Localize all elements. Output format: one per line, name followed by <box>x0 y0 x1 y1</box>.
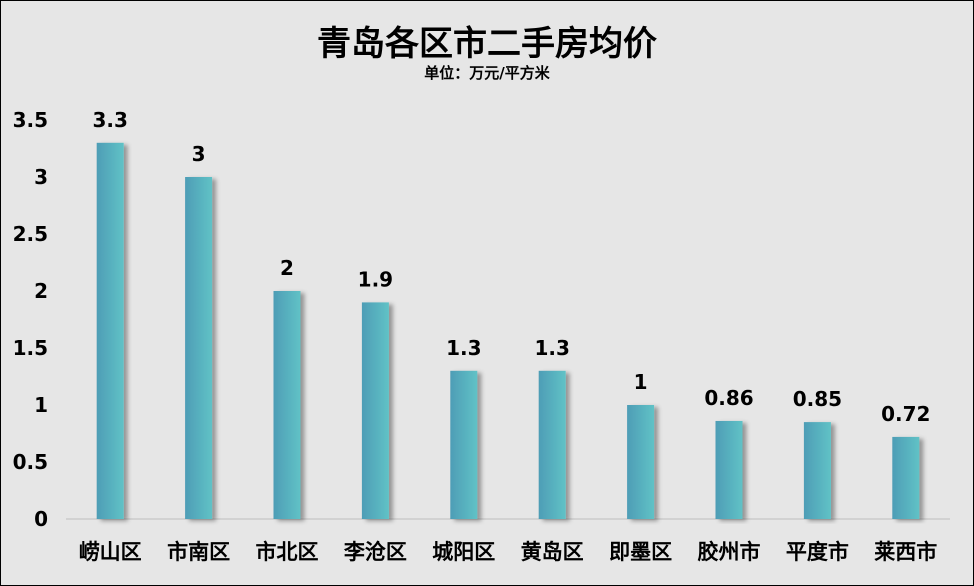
y-tick-label: 1.5 <box>13 336 48 360</box>
chart-subtitle: 单位：万元/平方米 <box>424 64 550 82</box>
bar <box>185 177 213 519</box>
bar <box>715 420 743 519</box>
x-tick-label: 崂山区 <box>79 540 142 564</box>
x-tick-label: 城阳区 <box>432 540 495 564</box>
data-label: 3 <box>192 142 206 166</box>
x-tick-label: 李沧区 <box>343 540 407 564</box>
data-label: 2 <box>280 256 294 280</box>
data-label: 1.3 <box>534 336 569 360</box>
data-label: 0.85 <box>793 387 842 411</box>
x-tick-label: 莱西市 <box>874 540 937 564</box>
data-label: 1.3 <box>446 336 481 360</box>
bar <box>450 370 478 519</box>
bar <box>96 142 124 520</box>
y-tick-label: 3 <box>34 165 48 189</box>
x-tick-label: 市南区 <box>167 540 230 564</box>
x-tick-label: 黄岛区 <box>521 540 584 564</box>
y-tick-label: 2 <box>34 279 48 303</box>
bar <box>538 370 566 519</box>
bar <box>892 436 920 519</box>
x-tick-label: 市北区 <box>256 540 319 564</box>
chart-title: 青岛各区市二手房均价 <box>317 24 657 64</box>
y-tick-label: 0 <box>34 507 48 531</box>
y-tick-label: 0.5 <box>13 450 48 474</box>
data-label: 1 <box>634 370 648 394</box>
x-tick-label: 即墨区 <box>609 540 672 564</box>
y-tick-label: 1 <box>34 393 48 417</box>
x-tick-label: 平度市 <box>786 540 849 564</box>
bar <box>273 291 301 519</box>
y-tick-label: 3.5 <box>13 108 48 132</box>
bar <box>627 405 655 519</box>
bar <box>803 422 831 519</box>
data-label: 1.9 <box>358 267 393 291</box>
bar <box>361 302 389 519</box>
x-tick-label: 胶州市 <box>698 540 761 564</box>
data-label: 0.86 <box>704 386 753 410</box>
y-tick-label: 2.5 <box>13 222 48 246</box>
data-label: 3.3 <box>92 108 127 132</box>
data-label: 0.72 <box>881 402 930 426</box>
